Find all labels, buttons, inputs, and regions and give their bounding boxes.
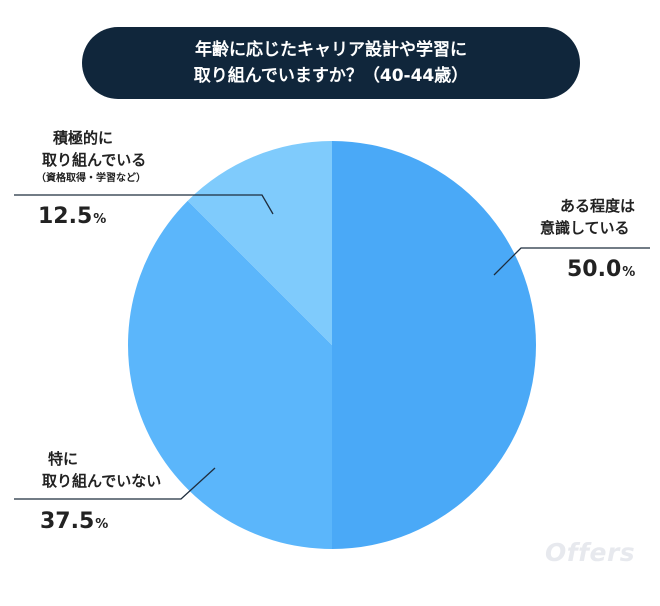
value-aware-unit: % (622, 265, 636, 280)
brand-logo: Offers (545, 538, 636, 567)
value-active: 12.5% (38, 204, 106, 233)
pie-slices (127, 141, 536, 549)
pie-slice-2 (187, 141, 332, 345)
value-active-unit: % (93, 212, 107, 227)
chart-title: 年齢に応じたキャリア設計や学習に 取り組んでいますか？（40-44歳） (82, 27, 580, 99)
value-active-number: 12.5 (38, 204, 93, 229)
leader-line-aware (493, 247, 650, 276)
label-aware-line2: 意識している (540, 219, 630, 237)
chart-title-line1: 年齢に応じたキャリア設計や学習に (195, 40, 467, 60)
value-none-number: 37.5 (40, 509, 95, 534)
leader-lines (14, 194, 650, 500)
leader-line-active (14, 194, 274, 215)
value-aware: 50.0% (567, 257, 635, 286)
pie-slice-0 (332, 141, 536, 549)
label-none-line1: 特に (48, 450, 79, 468)
pie-slice-1 (127, 200, 332, 549)
value-none-unit: % (95, 517, 109, 532)
label-none-line2: 取り組んでいない (42, 472, 162, 490)
label-active-sub: （資格取得・学習など） (36, 173, 146, 184)
leader-line-none (14, 467, 216, 500)
value-aware-number: 50.0 (567, 257, 622, 282)
label-aware-line1: ある程度は (560, 197, 636, 215)
label-active-line1: 積極的に (53, 129, 114, 147)
value-none: 37.5% (40, 509, 108, 538)
chart-title-line2: 取り組んでいますか？（40-44歳） (193, 66, 469, 86)
label-active-line2: 取り組んでいる (42, 151, 147, 169)
